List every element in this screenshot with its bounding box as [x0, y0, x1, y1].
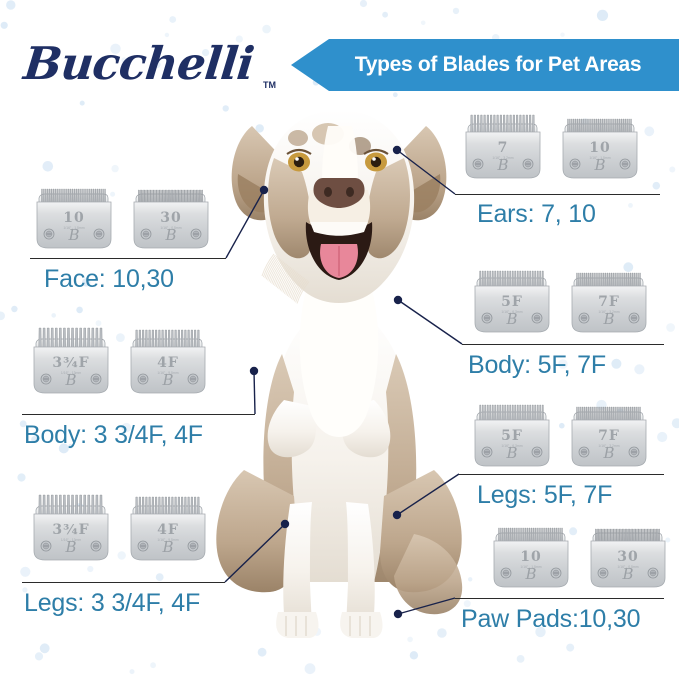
svg-text:B: B: [64, 538, 76, 556]
svg-text:10: 10: [520, 549, 541, 565]
svg-text:B: B: [161, 371, 173, 389]
svg-text:10: 10: [63, 210, 84, 226]
svg-text:3¾F: 3¾F: [52, 522, 89, 538]
svg-text:1/16" - 13mm: 1/16" - 13mm: [61, 371, 81, 375]
label-body-left: Body: 3 3/4F, 4F: [24, 421, 203, 449]
rule-face: [30, 258, 226, 259]
svg-text:1/16" - 1.5mm: 1/16" - 1.5mm: [589, 156, 610, 160]
svg-text:7F: 7F: [598, 294, 620, 310]
svg-text:1/16" - 3.2mm: 1/16" - 3.2mm: [598, 444, 619, 448]
blade-pair-legs-right: 5F 1/16" - 6.3mm B 7F 1/16" - 3.2mm B: [468, 400, 653, 472]
svg-text:30: 30: [160, 210, 181, 226]
svg-text:4F: 4F: [157, 522, 179, 538]
svg-text:1/16" - 3.2mm: 1/16" - 3.2mm: [492, 156, 513, 160]
svg-text:5F: 5F: [501, 428, 523, 444]
svg-text:B: B: [505, 310, 517, 328]
svg-text:1/16" - 13mm: 1/16" - 13mm: [61, 538, 81, 542]
label-body-right: Body: 5F, 7F: [468, 351, 606, 379]
blade-pair-body-left: 3¾F 1/16" - 13mm B 4F 1/16" - 9.5mm B: [27, 327, 212, 399]
svg-text:B: B: [621, 565, 633, 583]
svg-text:1/16" - 6.3mm: 1/16" - 6.3mm: [501, 310, 522, 314]
svg-text:1/16" - 1.5mm: 1/16" - 1.5mm: [520, 565, 541, 569]
svg-text:10: 10: [589, 140, 610, 156]
label-legs-left: Legs: 3 3/4F, 4F: [24, 589, 201, 617]
svg-text:B: B: [602, 444, 614, 462]
svg-text:B: B: [602, 310, 614, 328]
brand-logo: Bucchelli TM: [21, 36, 276, 98]
label-face: Face: 10,30: [44, 265, 174, 293]
svg-text:30: 30: [617, 549, 638, 565]
svg-text:7F: 7F: [598, 428, 620, 444]
blade-pair-paw-pads: 10 1/16" - 1.5mm B 30 1/16" - 0.5mm B: [487, 521, 672, 593]
svg-text:1/16" - 9.5mm: 1/16" - 9.5mm: [157, 371, 178, 375]
label-paw-pads: Paw Pads:10,30: [461, 605, 641, 633]
svg-text:B: B: [164, 226, 176, 244]
brand-name: Bucchelli: [21, 37, 257, 90]
rule-body-right: [462, 344, 664, 345]
svg-text:7: 7: [498, 140, 509, 156]
blade-pair-ears: 7 1/16" - 3.2mm B 10 1/16" - 1.5mm B: [459, 112, 644, 184]
svg-text:1/16" - 9.5mm: 1/16" - 9.5mm: [157, 538, 178, 542]
rule-legs-left: [22, 582, 225, 583]
svg-text:1/16" - 3.2mm: 1/16" - 3.2mm: [598, 310, 619, 314]
svg-text:5F: 5F: [501, 294, 523, 310]
svg-text:4F: 4F: [157, 355, 179, 371]
svg-text:1/16" - 6.3mm: 1/16" - 6.3mm: [501, 444, 522, 448]
header-banner: Types of Blades for Pet Areas: [291, 39, 679, 91]
svg-text:3¾F: 3¾F: [52, 355, 89, 371]
svg-text:B: B: [64, 371, 76, 389]
blade-pair-body-right: 5F 1/16" - 6.3mm B 7F 1/16" - 3.2mm B: [468, 266, 653, 338]
svg-text:B: B: [67, 226, 79, 244]
dog-photo: [216, 110, 463, 638]
svg-text:B: B: [524, 565, 536, 583]
rule-ears: [455, 194, 660, 195]
svg-text:B: B: [505, 444, 517, 462]
svg-text:1/16" - 0.5mm: 1/16" - 0.5mm: [160, 226, 181, 230]
blade-pair-face: 10 1/16" - 1.5mm B 30 1/16" - 0.5mm B: [30, 182, 215, 254]
label-legs-right: Legs: 5F, 7F: [477, 481, 613, 509]
svg-text:B: B: [593, 156, 605, 174]
svg-text:1/16" - 0.5mm: 1/16" - 0.5mm: [617, 565, 638, 569]
svg-text:1/16" - 1.5mm: 1/16" - 1.5mm: [63, 226, 84, 230]
svg-text:B: B: [496, 156, 508, 174]
rule-paw-pads: [455, 598, 664, 599]
trademark-mark: TM: [263, 80, 276, 90]
label-ears: Ears: 7, 10: [477, 200, 596, 228]
banner-title: Types of Blades for Pet Areas: [354, 53, 642, 76]
rule-body-left: [22, 414, 255, 415]
blade-pair-legs-left: 3¾F 1/16" - 13mm B 4F 1/16" - 9.5mm B: [27, 494, 212, 566]
rule-legs-right: [459, 474, 664, 475]
svg-text:B: B: [161, 538, 173, 556]
